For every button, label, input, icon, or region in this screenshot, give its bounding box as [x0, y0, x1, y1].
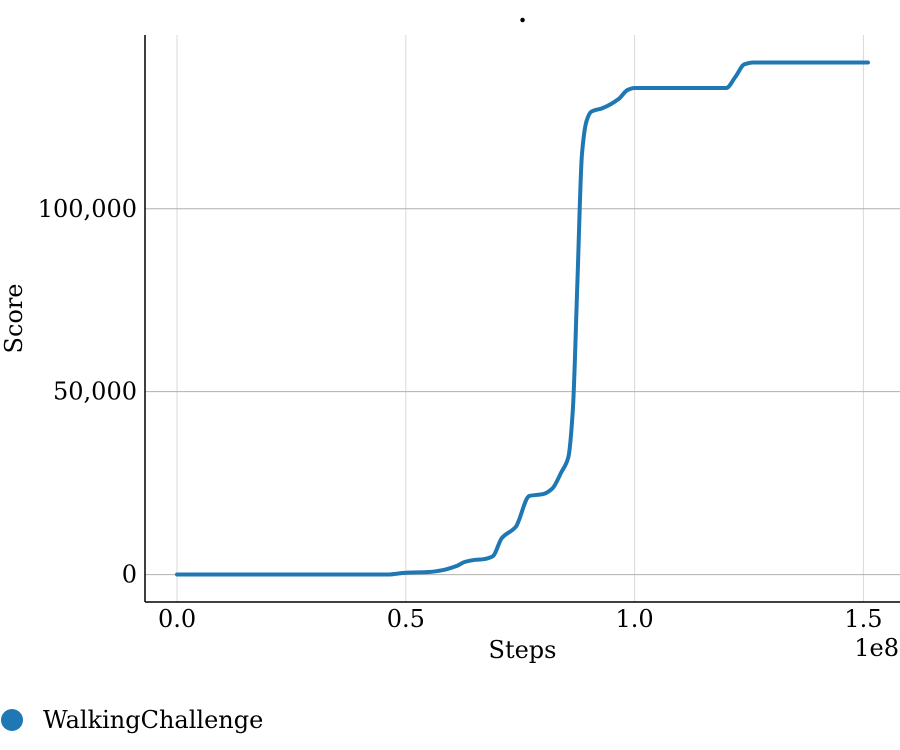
- tick-labels: 0.0 0.5 1.0 1.5 0 50,000 100,000: [38, 195, 883, 633]
- series: [175, 60, 870, 577]
- legend-marker-icon: [1, 709, 23, 731]
- grid: [145, 35, 900, 602]
- x-tick-label: 1.5: [844, 605, 882, 633]
- series-line: [175, 60, 870, 577]
- legend: WalkingChallenge: [0, 704, 263, 736]
- y-tick-label: 100,000: [38, 195, 137, 223]
- y-axis-label: Score: [0, 283, 28, 353]
- y-tick-label: 50,000: [53, 378, 137, 406]
- legend-label: WalkingChallenge: [43, 706, 264, 734]
- x-tick-label: 0.5: [387, 605, 425, 633]
- y-tick-label: 0: [122, 561, 137, 589]
- x-tick-label: 1.0: [616, 605, 654, 633]
- line-chart: 0.0 0.5 1.0 1.5 0 50,000 100,000 . Steps Score…: [0, 0, 900, 664]
- x-axis-label: Steps: [489, 636, 557, 664]
- x-tick-label: 0.0: [158, 605, 196, 633]
- chart-title: .: [518, 0, 526, 28]
- x-axis-scale-label: 1e8: [854, 634, 899, 662]
- axes: [144, 35, 900, 603]
